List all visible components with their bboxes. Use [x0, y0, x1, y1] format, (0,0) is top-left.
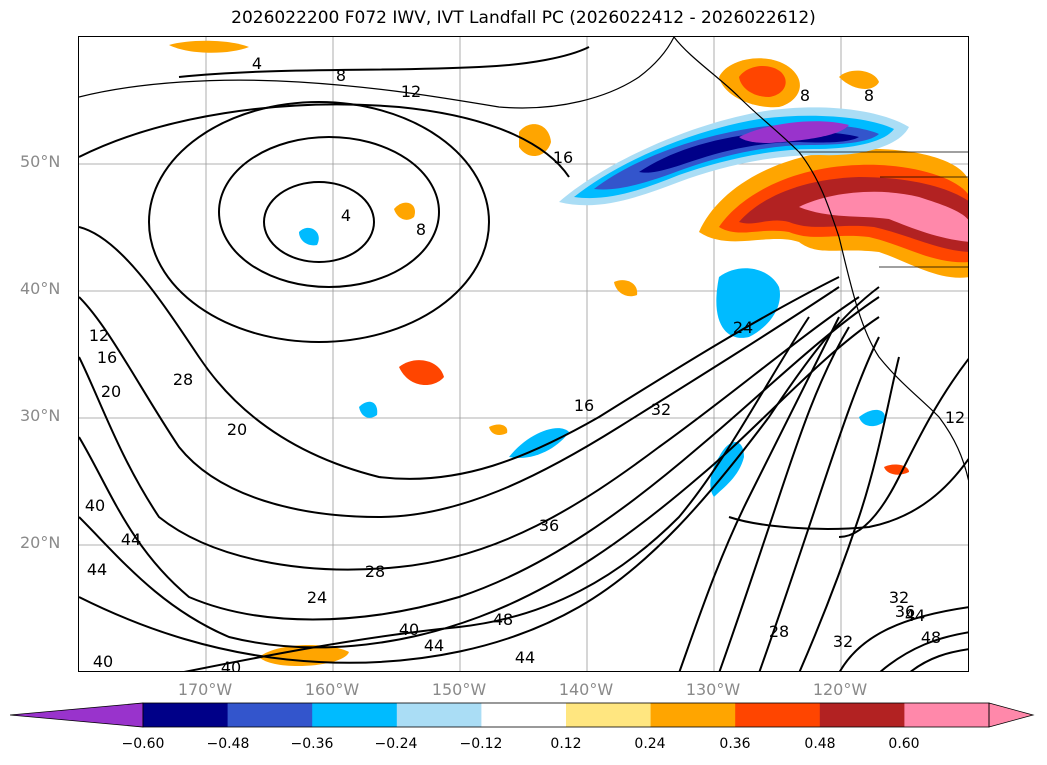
- colorbar-bin: [227, 703, 313, 727]
- contour-label: 40: [93, 652, 113, 671]
- lon-label-120w: 120°W: [812, 680, 868, 699]
- contour-label: 28: [173, 370, 193, 389]
- contour-label: 4: [252, 54, 262, 73]
- colorbar-outline: [142, 702, 990, 728]
- colorbar-tick-label: −0.60: [121, 736, 165, 752]
- contour-label: 8: [416, 220, 426, 239]
- contour-label: 36: [895, 602, 915, 621]
- contour-label: 40: [221, 658, 241, 672]
- lat-label-20n: 20°N: [20, 533, 61, 552]
- negative-anomaly-california: [299, 227, 885, 497]
- colorbar-bin: [819, 703, 905, 727]
- contour-label: 36: [539, 516, 559, 535]
- contour-label: 44: [424, 636, 444, 655]
- colorbar-tick-label: −0.24: [374, 736, 418, 752]
- colorbar-extend-right: [988, 702, 1035, 728]
- map-title: 2026022200 F072 IWV, IVT Landfall PC (20…: [231, 8, 816, 28]
- contour-label-group: 4 8 12 16 4 8 12 16 20 28 20 40 44 44 40…: [85, 54, 965, 672]
- colorbar-bin: [566, 703, 652, 727]
- positive-anomaly-gulf-alaska: [169, 40, 879, 108]
- contour-label: 44: [515, 648, 535, 667]
- lat-label-30n: 30°N: [20, 406, 61, 425]
- colorbar-tick-label: 0.24: [634, 736, 666, 752]
- negative-anomaly-band: [559, 107, 909, 206]
- contour-label: 40: [85, 496, 105, 515]
- contour-label: 12: [945, 408, 965, 427]
- contour-label: 24: [307, 588, 327, 607]
- contour-label: 12: [401, 82, 421, 101]
- coastlines: [79, 37, 968, 481]
- contour-label: 16: [553, 148, 573, 167]
- colorbar-bin: [312, 703, 398, 727]
- colorbar-tick-label: −0.12: [459, 736, 503, 752]
- positive-anomaly-west-coast: [699, 148, 968, 278]
- contour-label: 28: [769, 622, 789, 641]
- contour-label: 28: [365, 562, 385, 581]
- map-canvas: 4 8 12 16 4 8 12 16 20 28 20 40 44 44 40…: [79, 37, 968, 672]
- contour-label: 8: [336, 66, 346, 85]
- lon-label-130w: 130°W: [685, 680, 741, 699]
- contour-label: 44: [87, 560, 107, 579]
- colorbar-bin: [735, 703, 821, 727]
- lat-label-40n: 40°N: [20, 279, 61, 298]
- contour-label: 4: [341, 206, 351, 225]
- colorbar: [10, 702, 1035, 728]
- lon-label-140w: 140°W: [558, 680, 614, 699]
- contour-label: 32: [889, 588, 909, 607]
- colorbar-tick-label: −0.36: [290, 736, 334, 752]
- iwv-contours: [79, 46, 968, 671]
- contour-label: 48: [493, 610, 513, 629]
- colorbar-bin: [904, 703, 990, 727]
- contour-label: 20: [227, 420, 247, 439]
- scattered-positive-anomalies: [259, 124, 909, 667]
- contour-label: 12: [89, 326, 109, 345]
- contour-label: 32: [651, 400, 671, 419]
- contour-label: 44: [905, 606, 925, 625]
- lon-label-150w: 150°W: [431, 680, 487, 699]
- contour-label: 16: [97, 348, 117, 367]
- contour-label: 40: [399, 620, 419, 639]
- contour-label: 24: [733, 318, 753, 337]
- contour-label: 16: [574, 396, 594, 415]
- colorbar-bin: [143, 703, 229, 727]
- colorbar-tick-label: 0.48: [804, 736, 836, 752]
- colorbar-extend-left: [10, 702, 144, 728]
- map-panel: 4 8 12 16 4 8 12 16 20 28 20 40 44 44 40…: [78, 36, 969, 672]
- lon-label-160w: 160°W: [304, 680, 360, 699]
- colorbar-tick-label: 0.60: [888, 736, 920, 752]
- colorbar-bin: [650, 703, 736, 727]
- contour-label: 44: [121, 530, 141, 549]
- contour-label: 48: [921, 628, 941, 647]
- colorbar-bin: [481, 703, 567, 727]
- colorbar-tick-label: 0.12: [550, 736, 582, 752]
- colorbar-tick-label: 0.36: [719, 736, 751, 752]
- contour-label: 20: [101, 382, 121, 401]
- lat-label-50n: 50°N: [20, 152, 61, 171]
- colorbar-bin: [396, 703, 482, 727]
- contour-label: 8: [864, 86, 874, 105]
- contour-label: 8: [800, 86, 810, 105]
- colorbar-tick-label: −0.48: [206, 736, 250, 752]
- contour-label: 32: [833, 632, 853, 651]
- lon-label-170w: 170°W: [177, 680, 233, 699]
